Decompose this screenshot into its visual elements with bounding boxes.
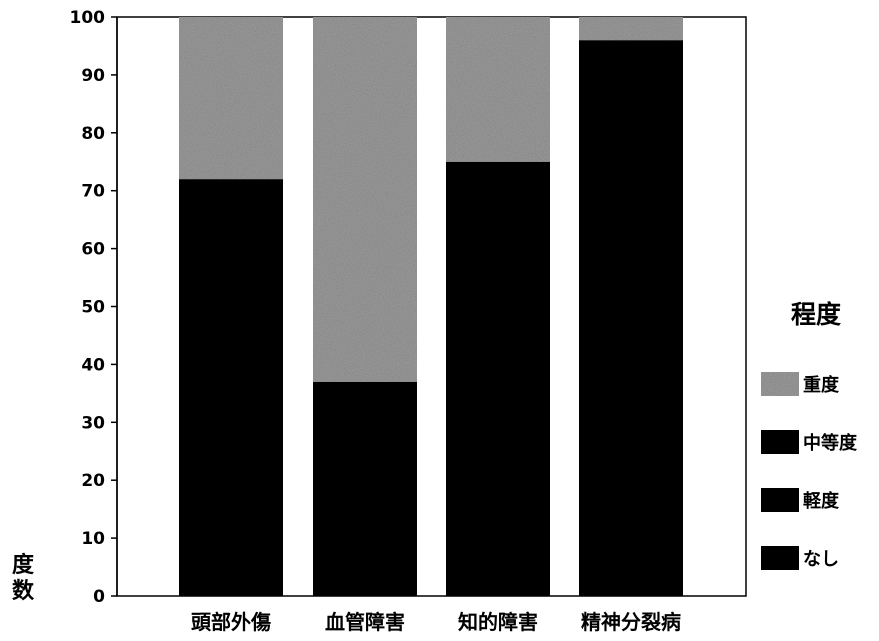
bar-segment (579, 40, 683, 597)
legend-swatch (761, 546, 799, 570)
y-tick-label: 30 (81, 413, 105, 433)
y-tick-label: 50 (81, 298, 105, 318)
legend-swatch (761, 372, 799, 396)
y-tick-label: 40 (81, 355, 105, 375)
x-category-label: 血管障害 (325, 610, 405, 634)
x-axis-labels: 頭部外傷 血管障害 知的障害 精神分裂病 (191, 610, 681, 634)
y-axis-title: 度数 (12, 552, 35, 604)
bar-segment (446, 17, 550, 162)
bar-segment (179, 179, 283, 596)
legend-label: なし (803, 549, 839, 570)
legend-label: 軽度 (803, 490, 840, 512)
bar-segment (446, 161, 550, 596)
x-category-label: 頭部外傷 (191, 610, 271, 634)
y-tick-label: 20 (81, 471, 105, 491)
legend-swatch (761, 430, 799, 454)
y-tick-label: 60 (81, 240, 105, 260)
y-ticks: 0 10 20 30 40 50 60 70 80 90 100 (70, 8, 117, 607)
legend-label: 重度 (803, 374, 840, 396)
x-category-label: 精神分裂病 (581, 610, 681, 634)
legend-swatch (761, 488, 799, 512)
y-tick-label: 90 (81, 66, 105, 86)
legend-label: 中等度 (803, 432, 858, 454)
y-tick-label: 100 (70, 8, 106, 28)
y-tick-label: 70 (81, 182, 105, 202)
bar-segment (313, 381, 417, 596)
y-tick-label: 10 (81, 529, 105, 549)
bars (179, 17, 683, 597)
y-tick-label: 80 (81, 124, 105, 144)
y-tick-label: 0 (93, 587, 105, 607)
bar-segment (313, 17, 417, 382)
bar-segment (179, 17, 283, 180)
bar-segment (579, 17, 683, 41)
legend-title: 程度 (791, 300, 841, 329)
x-category-label: 知的障害 (458, 610, 538, 634)
